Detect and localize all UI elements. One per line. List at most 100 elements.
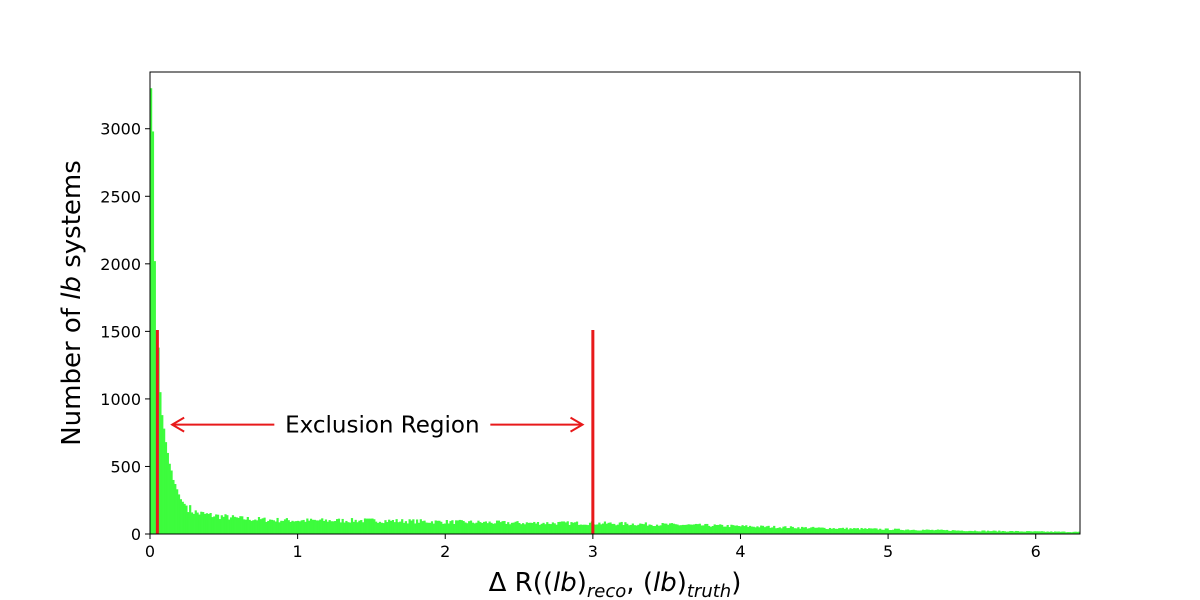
x-axis-label: Δ R((lb)reco, (lb)truth) xyxy=(489,568,742,600)
histogram-bar xyxy=(702,525,705,534)
histogram-bar xyxy=(691,524,694,534)
histogram-bar xyxy=(771,527,774,534)
histogram-bar xyxy=(203,513,207,534)
histogram-bar xyxy=(959,530,962,534)
histogram-bar xyxy=(456,520,460,534)
histogram-bar xyxy=(1022,531,1025,534)
histogram-bar xyxy=(347,522,350,534)
histogram-bar xyxy=(1007,531,1010,534)
histogram-bar xyxy=(629,524,633,534)
histogram-bar xyxy=(373,519,376,534)
histogram-bar xyxy=(257,517,261,534)
histogram-bar xyxy=(166,452,169,534)
histogram-bar xyxy=(211,517,214,534)
histogram-bar xyxy=(728,527,731,534)
plot-frame xyxy=(149,71,1081,535)
histogram-bar xyxy=(1014,530,1018,534)
histogram-bar xyxy=(575,521,579,534)
histogram-bar xyxy=(920,530,923,534)
histogram-bar xyxy=(880,529,884,534)
histogram-bar xyxy=(940,529,943,534)
histogram-bar xyxy=(369,518,372,534)
histogram-bar xyxy=(516,521,519,534)
histogram-bar xyxy=(367,518,370,534)
histogram-bar xyxy=(274,521,277,534)
histogram-bar xyxy=(334,521,337,534)
histogram-bar xyxy=(269,519,272,534)
histogram-bar xyxy=(873,528,876,534)
histogram-bar xyxy=(291,520,294,534)
histogram-bar xyxy=(419,519,422,534)
histogram-bar xyxy=(704,523,707,534)
histogram-bar xyxy=(719,524,722,534)
histogram-bar xyxy=(851,528,854,534)
histogram-bar xyxy=(722,526,726,534)
histogram-bar xyxy=(709,526,713,534)
histogram-bar xyxy=(561,521,564,534)
histogram-bar xyxy=(776,527,780,534)
histogram-bar xyxy=(473,523,476,534)
histogram-bar xyxy=(415,519,419,534)
histogram-bar xyxy=(585,524,588,534)
histogram-bar xyxy=(933,530,936,534)
histogram-bar xyxy=(246,517,249,534)
histogram-bar xyxy=(430,521,434,534)
histogram-bar xyxy=(187,512,190,534)
histogram-bar xyxy=(780,528,783,534)
histogram-bar xyxy=(750,526,753,534)
histogram-bar xyxy=(546,522,549,534)
histogram-bar xyxy=(263,517,266,534)
histogram-bar xyxy=(639,523,642,534)
histogram-bar xyxy=(460,520,463,534)
histogram-bar xyxy=(378,521,381,534)
histogram-bar xyxy=(960,530,964,534)
histogram-bar xyxy=(600,524,603,534)
histogram-bar xyxy=(414,523,417,534)
histogram-bar xyxy=(1072,531,1075,534)
histogram-bar xyxy=(1031,531,1034,534)
histogram-bar xyxy=(239,516,242,534)
histogram-bar xyxy=(505,523,508,534)
histogram-bar xyxy=(983,530,986,534)
histogram-bar xyxy=(659,525,662,534)
histogram-bar xyxy=(559,521,562,534)
histogram-bar xyxy=(309,518,313,534)
histogram-bar xyxy=(492,523,495,534)
histogram-bar xyxy=(259,519,262,534)
histogram-bar xyxy=(527,522,530,534)
histogram-bar xyxy=(661,522,664,534)
histogram-bar xyxy=(806,528,809,534)
histogram-bar xyxy=(477,520,480,534)
histogram-bar xyxy=(760,525,763,534)
histogram-bar xyxy=(840,528,843,534)
histogram-bar xyxy=(393,522,396,534)
histogram-bar xyxy=(196,512,199,534)
histogram-bar xyxy=(1020,531,1023,534)
histogram-bar xyxy=(784,526,787,534)
histogram-bar xyxy=(737,526,740,534)
histogram-bar xyxy=(213,516,216,534)
histogram-bar xyxy=(321,518,324,534)
histogram-bar xyxy=(841,527,845,534)
x-tick-label: 0 xyxy=(145,542,155,561)
histogram-bar xyxy=(486,523,489,534)
histogram-bar xyxy=(363,518,367,534)
histogram-bar xyxy=(481,522,484,534)
histogram-bar xyxy=(313,519,316,534)
histogram-bar xyxy=(955,530,958,534)
histogram-bar xyxy=(1046,531,1049,534)
histogram-bar xyxy=(856,528,860,534)
histogram-bar xyxy=(912,529,915,534)
histogram-bar xyxy=(797,527,800,534)
arrow-left-head xyxy=(170,416,185,433)
histogram-bar xyxy=(808,528,811,534)
histogram-bar xyxy=(265,521,268,534)
y-tick-label: 2000 xyxy=(100,255,141,274)
histogram-bar xyxy=(603,521,607,534)
histogram-bar xyxy=(283,519,287,534)
histogram-bar xyxy=(877,529,880,534)
histogram-bar xyxy=(326,521,329,534)
histogram-bar xyxy=(836,528,839,534)
histogram-bar xyxy=(858,529,861,534)
histogram-bar xyxy=(834,528,837,534)
